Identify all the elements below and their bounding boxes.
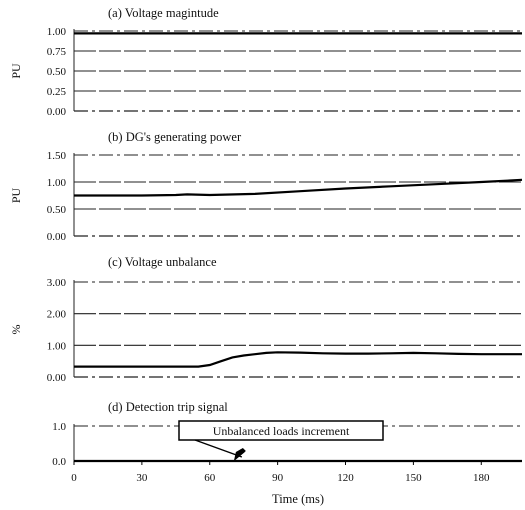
panel-title: (a) Voltage magintude bbox=[108, 6, 219, 20]
panel-c: (c) Voltage unbalance% 0.00 1.00 2.00 3.00 bbox=[9, 255, 522, 384]
y-axis-label: PU bbox=[9, 187, 23, 203]
x-tick-label: 120 bbox=[337, 472, 354, 484]
x-tick-label: 30 bbox=[136, 472, 148, 484]
series-line bbox=[74, 178, 523, 197]
y-tick-label: 2.00 bbox=[47, 309, 67, 321]
panel-b: (b) DG's generating power PU 0.00 0.50 1.00 1… bbox=[9, 130, 523, 243]
annotation-arrow-tip bbox=[232, 449, 245, 462]
panel-a: (a) Voltage magintude PU 0.00 0.25 0.50 0.75 1… bbox=[9, 6, 522, 118]
annotation-box bbox=[178, 420, 384, 441]
y-tick-label: 3.00 bbox=[47, 277, 67, 289]
annotation-arrow bbox=[194, 439, 243, 458]
panel-title: (d) Detection trip signal bbox=[108, 400, 228, 414]
panel-d: (d) Detection trip signal 0.0 1.0 Unbalance… bbox=[52, 400, 522, 506]
y-tick-label: 0.50 bbox=[47, 204, 67, 216]
x-tick-label: 150 bbox=[405, 472, 422, 484]
y-tick-label: 0.0 bbox=[52, 456, 66, 468]
y-tick-label: 0.00 bbox=[47, 372, 67, 384]
x-axis-label: Time (ms) bbox=[272, 492, 324, 506]
y-tick-label: 0.75 bbox=[47, 46, 67, 58]
y-axis-label: PU bbox=[9, 63, 23, 79]
y-tick-label: 1.0 bbox=[52, 421, 66, 433]
annotation-text: Unbalanced loads increment bbox=[213, 424, 350, 438]
x-tick-label: 60 bbox=[204, 472, 216, 484]
y-tick-label: 1.00 bbox=[47, 177, 67, 189]
y-tick-label: 0.50 bbox=[47, 66, 67, 78]
y-tick-label: 1.00 bbox=[47, 26, 67, 38]
y-tick-label: 0.00 bbox=[47, 106, 67, 118]
x-tick-label: 0 bbox=[71, 472, 77, 484]
y-tick-label: 1.00 bbox=[47, 340, 67, 352]
series-line bbox=[74, 351, 522, 368]
y-axis-label: % bbox=[9, 325, 23, 335]
panel-title: (b) DG's generating power bbox=[108, 130, 242, 144]
y-tick-label: 0.00 bbox=[47, 231, 67, 243]
x-tick-label: 180 bbox=[473, 472, 490, 484]
y-tick-label: 0.25 bbox=[47, 86, 67, 98]
x-tick-label: 90 bbox=[272, 472, 284, 484]
y-tick-label: 1.50 bbox=[47, 150, 67, 162]
panel-title: (c) Voltage unbalance bbox=[108, 255, 217, 269]
